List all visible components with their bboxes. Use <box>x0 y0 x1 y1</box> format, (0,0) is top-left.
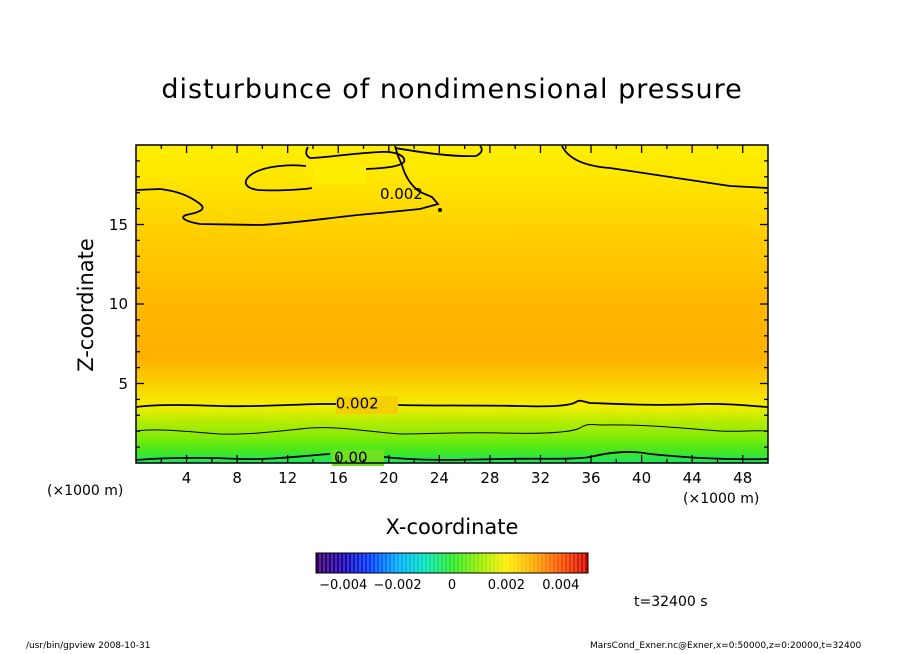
colorbar-frame <box>315 552 589 574</box>
contour-label: 0.002 <box>380 185 423 203</box>
x-tick-label: 20 <box>379 469 399 487</box>
y-tick-label: 10 <box>108 295 128 313</box>
x-unit-label-right: (×1000 m) <box>683 491 760 507</box>
colorbar-tick-label: 0.004 <box>542 578 580 593</box>
x-tick-label: 12 <box>278 469 298 487</box>
x-tick-label: 44 <box>682 469 702 487</box>
contour-label-bg <box>314 166 366 184</box>
x-tick-label: 16 <box>328 469 348 487</box>
contour-line-0.002-upper <box>135 145 440 226</box>
contour-label-bg <box>336 396 398 414</box>
x-tick-label: 28 <box>480 469 500 487</box>
x-tick-label: 24 <box>429 469 449 487</box>
x-axis-label: X-coordinate <box>385 515 519 539</box>
axis-ticks <box>136 145 768 463</box>
contour-dot <box>438 208 442 212</box>
x-tick-label: 8 <box>232 469 242 487</box>
heatmap-field <box>136 145 768 463</box>
x-tick-label: 4 <box>181 469 192 487</box>
x-unit-label-left: (×1000 m) <box>47 483 124 499</box>
contour-label: 0.002 <box>336 395 379 413</box>
chart-title: disturbunce of nondimensional pressure <box>161 74 743 105</box>
x-tick-label: 40 <box>632 469 652 487</box>
contour-labels: 0.002 0.002 0.00 <box>334 185 423 467</box>
colorbar-tick-label: −0.002 <box>373 578 422 593</box>
colorbar-tick-label: 0 <box>447 578 457 593</box>
contour-line-0.002-upper-top <box>394 145 483 158</box>
contour-line-0.002-loop <box>244 146 406 192</box>
y-tick-label: 5 <box>118 374 128 393</box>
y-tick-label: 15 <box>108 215 128 234</box>
contour-line-0.002-right <box>561 145 769 189</box>
colorbar-bins <box>319 553 585 573</box>
contour-line-0.000 <box>135 450 769 461</box>
contour-line-0.002-lower <box>135 399 769 408</box>
contour-label: 0.00 <box>334 449 367 467</box>
footer-left: /usr/bin/gpview 2008-10-31 <box>26 641 151 651</box>
colorbar-tick-label: 0.002 <box>487 578 525 593</box>
contour-label-bg <box>332 450 384 466</box>
colorbar <box>316 553 588 573</box>
time-label: t=32400 s <box>634 594 708 610</box>
x-tick-label: 36 <box>581 469 601 487</box>
x-tick-label: 48 <box>733 469 753 487</box>
footer-right: MarsCond_Exner.nc@Exner,x=0:50000,z=0:20… <box>590 641 862 651</box>
contour-line-0.001 <box>135 423 769 435</box>
x-tick-label: 32 <box>530 469 551 487</box>
colorbar-tick-label: −0.004 <box>319 578 368 593</box>
